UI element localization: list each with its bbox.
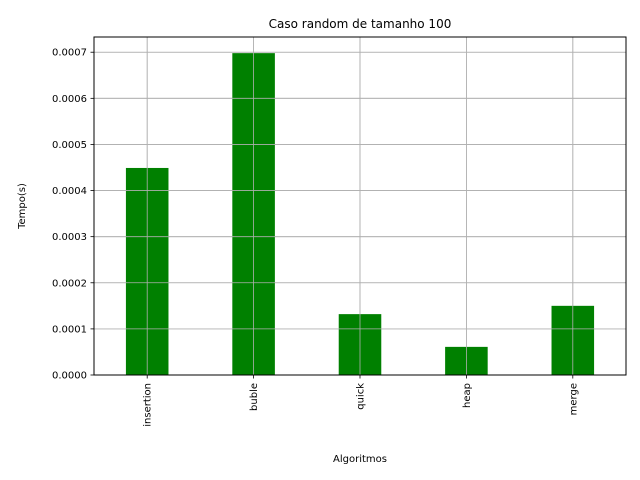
y-tick-label: 0.0000 — [52, 371, 87, 382]
y-tick-label: 0.0001 — [52, 324, 87, 335]
x-tick-label: insertion — [143, 383, 154, 427]
x-axis: insertion buble quick heap merge — [143, 375, 579, 427]
y-axis: 0.0000 0.0001 0.0002 0.0003 0.0004 0.0005 0.00… — [52, 48, 94, 382]
y-tick-label: 0.0006 — [52, 94, 87, 105]
x-tick-label: heap — [462, 383, 473, 408]
y-tick-label: 0.0004 — [52, 186, 87, 197]
y-axis-label: Tempo(s) — [17, 183, 28, 230]
x-axis-label: Algoritmos — [333, 454, 387, 465]
y-tick-label: 0.0003 — [52, 232, 87, 243]
y-tick-label: 0.0007 — [52, 48, 87, 59]
x-tick-label: quick — [356, 383, 367, 410]
chart-title: Caso random de tamanho 100 — [269, 17, 452, 31]
x-tick-label: buble — [249, 383, 260, 411]
bars — [94, 37, 626, 376]
y-tick-label: 0.0002 — [52, 278, 87, 289]
x-tick-label: merge — [568, 383, 579, 415]
y-tick-label: 0.0005 — [52, 140, 87, 151]
